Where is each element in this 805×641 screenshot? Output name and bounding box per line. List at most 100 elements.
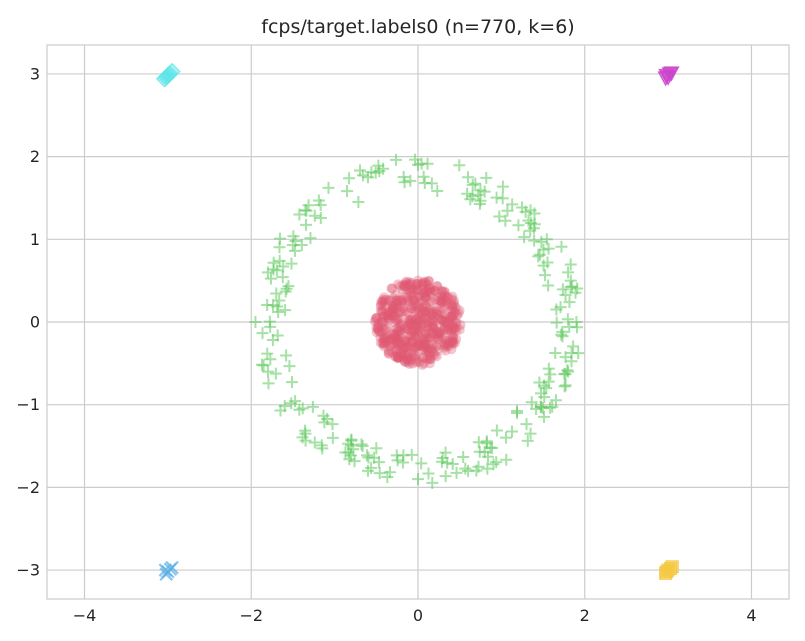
disc-point — [413, 275, 423, 286]
disc-point — [376, 296, 387, 307]
disc-point — [444, 340, 455, 351]
disc-point — [446, 326, 457, 337]
disc-point — [398, 320, 409, 331]
plus-point — [261, 298, 274, 311]
plus-point — [565, 346, 578, 359]
disc-point — [401, 321, 412, 332]
plus-point — [418, 176, 431, 189]
disc-point — [379, 338, 390, 349]
disc-point — [431, 346, 442, 357]
disc-point — [380, 310, 391, 321]
disc-point — [407, 314, 418, 325]
disc-point — [386, 305, 397, 316]
plus-point — [372, 159, 385, 172]
plus-point — [570, 321, 583, 334]
disc-point — [378, 316, 389, 327]
disc-point — [432, 334, 443, 345]
disc-point — [400, 342, 411, 353]
disc-point — [439, 290, 450, 301]
disc-point — [393, 338, 404, 349]
disc-point — [383, 312, 394, 323]
disc-point — [426, 296, 437, 307]
plus-point — [285, 257, 298, 270]
disc-point — [372, 323, 383, 334]
y-tick-label: −1 — [16, 395, 40, 414]
disc-point — [431, 341, 442, 352]
disc-point — [426, 343, 437, 354]
plus-point — [276, 271, 289, 284]
plus-point — [490, 456, 503, 469]
disc-point — [411, 341, 422, 352]
plus-point — [280, 349, 293, 362]
disc-point — [434, 328, 445, 339]
plus-point — [558, 380, 571, 393]
plus-point — [422, 467, 435, 480]
plus-point — [267, 263, 280, 276]
disc-point — [420, 306, 431, 317]
disc-point — [393, 313, 404, 324]
disc-point — [393, 279, 404, 290]
disc-point — [439, 320, 450, 331]
disc-point — [411, 305, 422, 316]
y-tick-label: 0 — [30, 313, 40, 332]
disc-point — [420, 318, 431, 329]
disc-point — [450, 325, 461, 336]
plus-point — [487, 458, 500, 471]
disc-point — [375, 305, 386, 316]
plus-point — [510, 405, 523, 418]
disc-point — [378, 296, 389, 307]
plot-frame — [46, 44, 790, 600]
disc-point — [379, 331, 390, 342]
disc-point — [385, 336, 396, 347]
disc-point — [424, 325, 435, 336]
disc-point — [438, 292, 449, 303]
disc-point — [412, 285, 423, 296]
disc-point — [392, 339, 403, 350]
y-tick-label: 2 — [30, 147, 40, 166]
disc-point — [389, 310, 400, 321]
plus-point — [474, 184, 487, 197]
disc-point — [435, 298, 446, 309]
disc-point — [449, 323, 460, 334]
disc-point — [405, 288, 416, 299]
disc-point — [442, 292, 453, 303]
disc-point — [398, 279, 409, 290]
disc-point — [434, 327, 445, 338]
disc-point — [448, 295, 459, 306]
disc-point — [429, 331, 440, 342]
plus-point — [469, 177, 482, 190]
disc-point — [413, 317, 423, 327]
disc-point — [424, 353, 435, 364]
plus-point — [542, 279, 555, 292]
disc-point — [425, 354, 436, 365]
disc-point — [435, 307, 446, 318]
disc-point — [437, 315, 448, 326]
plus-point — [518, 231, 531, 244]
plus-point — [538, 269, 551, 282]
plus-point — [538, 379, 551, 392]
disc-point — [377, 297, 388, 308]
disc-point — [387, 328, 398, 339]
plus-point — [314, 211, 327, 224]
plus-point — [273, 232, 286, 245]
disc-point — [446, 344, 457, 355]
disc-point — [417, 319, 428, 330]
plus-point — [348, 455, 361, 468]
plus-point — [486, 442, 499, 455]
disc-point — [387, 310, 398, 321]
disc-point — [413, 292, 424, 303]
disc-point — [416, 295, 427, 306]
disc-point — [433, 313, 444, 324]
plus-point — [279, 304, 292, 317]
disc-point — [403, 313, 414, 324]
disc-point — [402, 295, 413, 306]
disc-point — [440, 295, 451, 306]
disc-point — [419, 345, 430, 356]
disc-point — [437, 315, 448, 326]
disc-point — [374, 326, 385, 337]
disc-point — [442, 338, 453, 349]
disc-point — [405, 314, 416, 325]
plus-point — [261, 347, 274, 360]
plus-point — [490, 191, 503, 204]
triangle-point — [657, 71, 674, 87]
